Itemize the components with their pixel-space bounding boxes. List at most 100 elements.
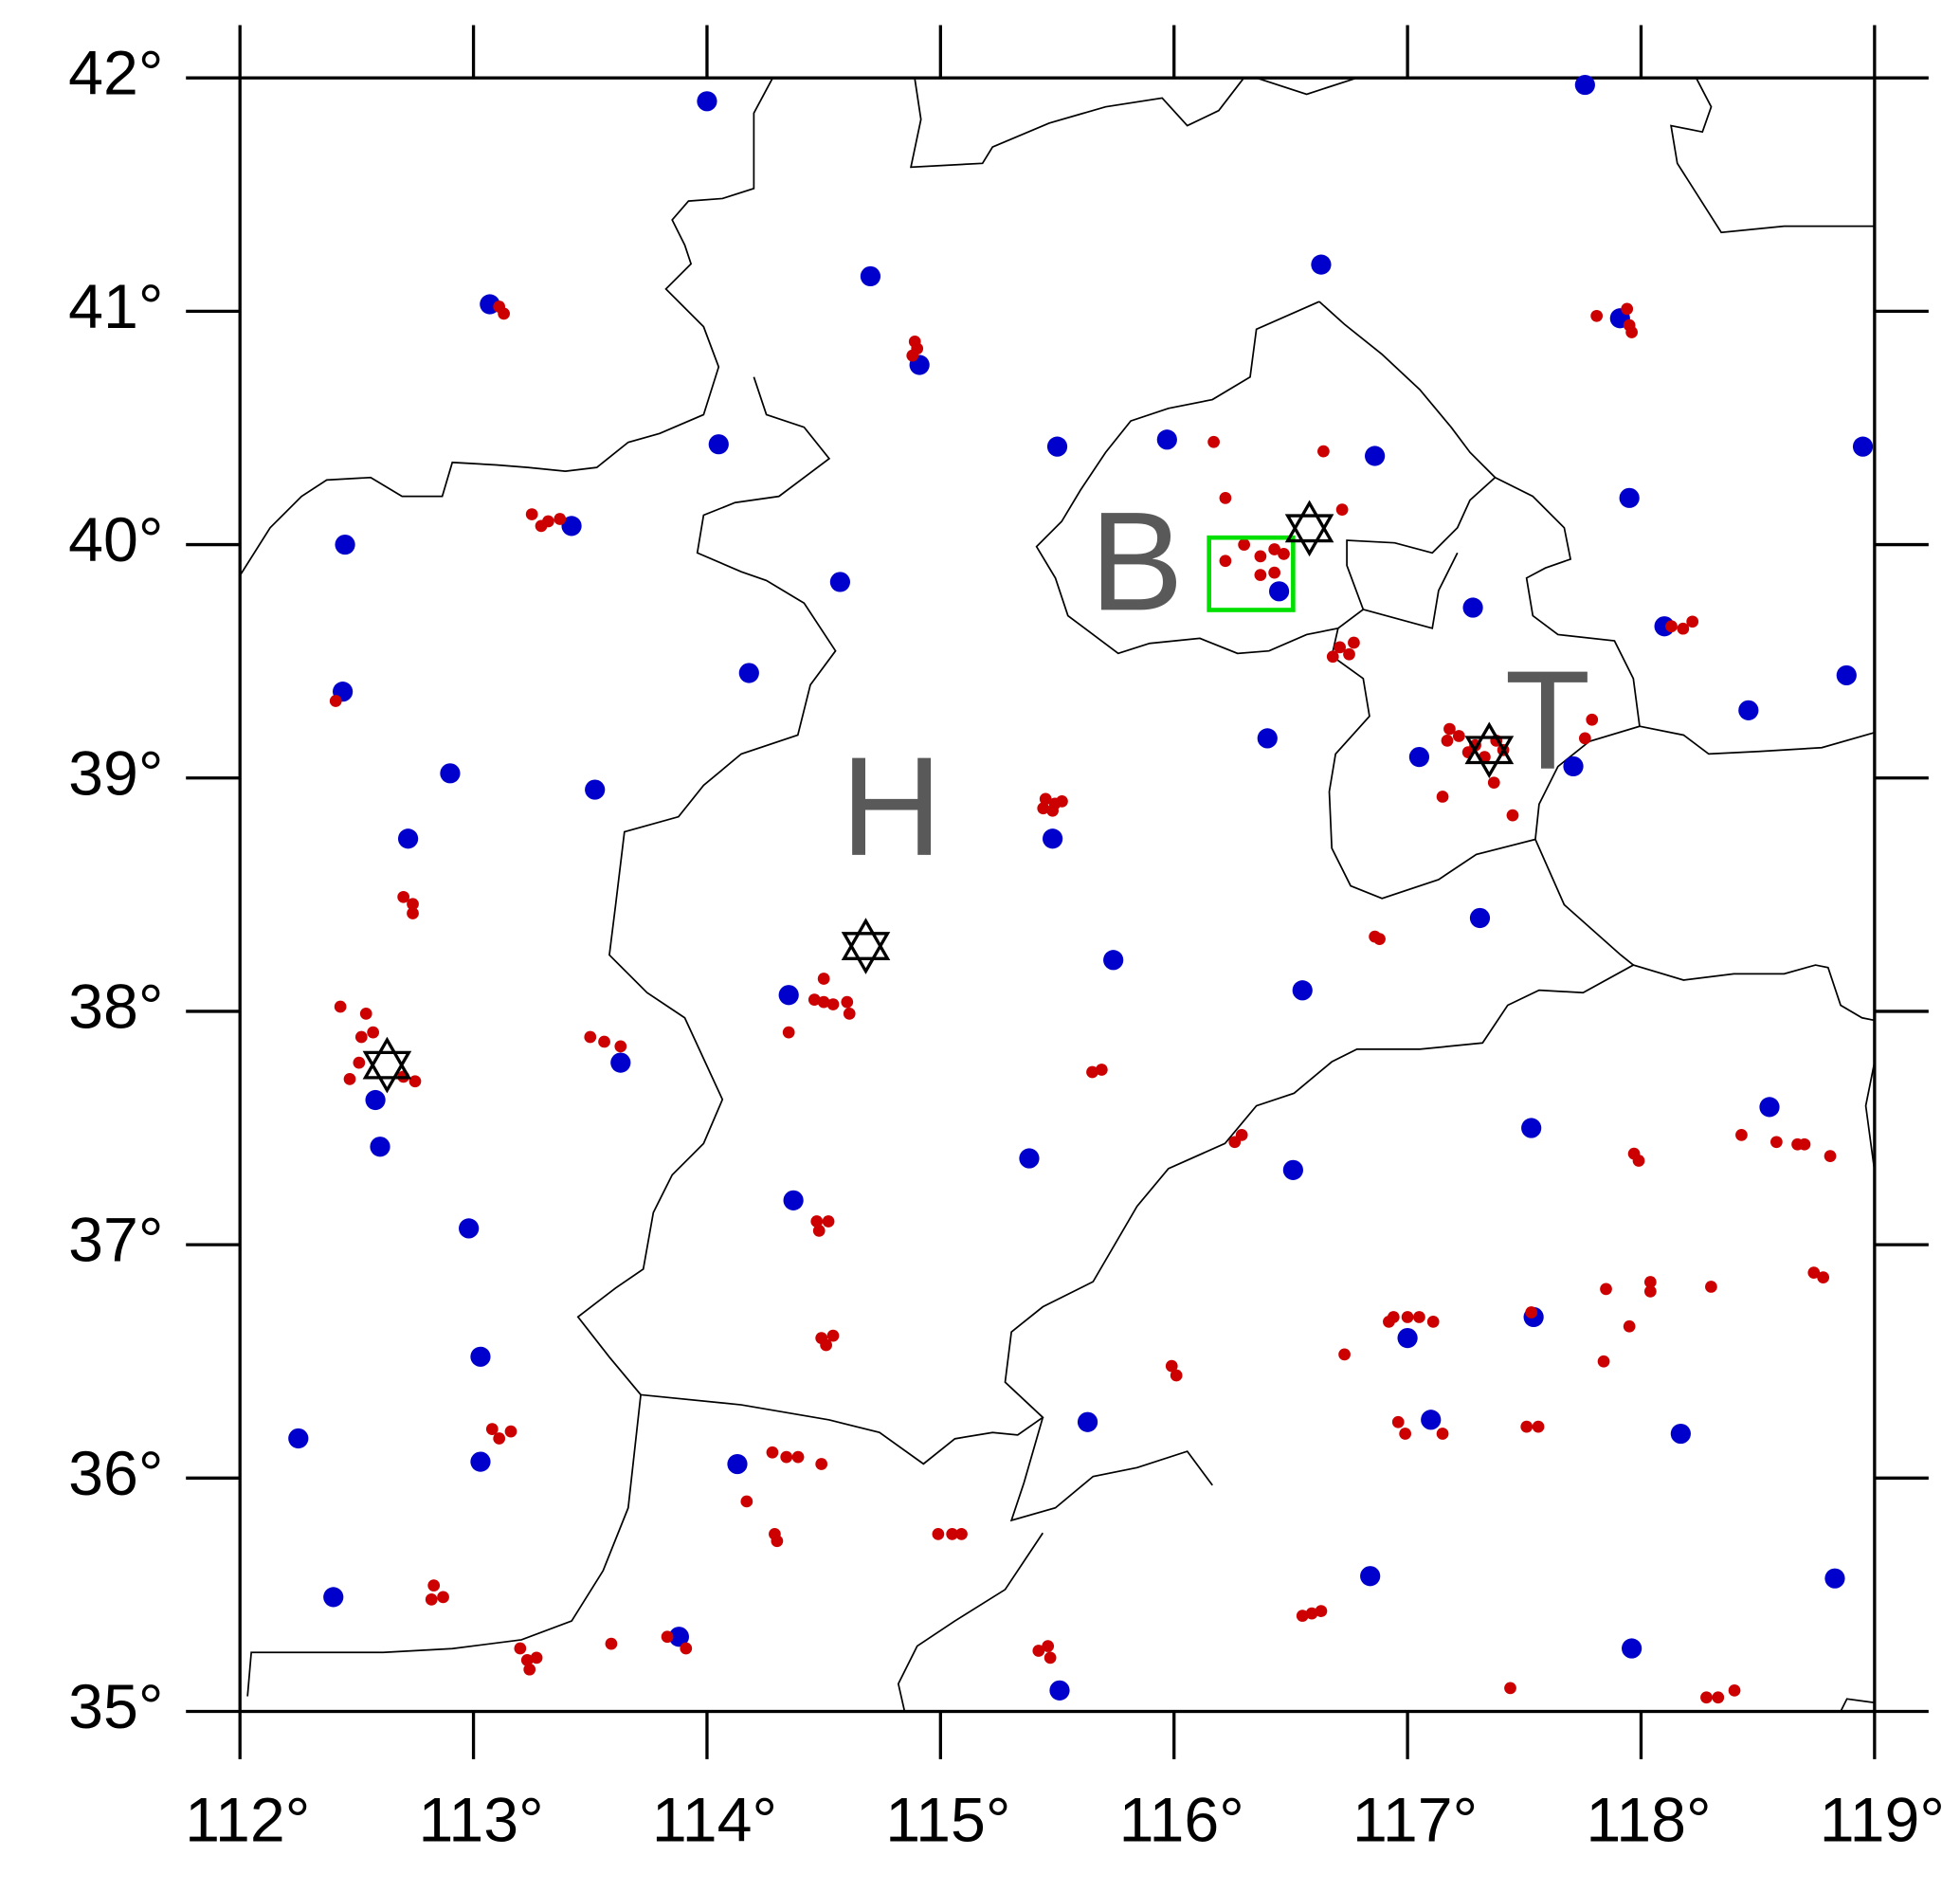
city-star: [362, 1036, 412, 1094]
station-point: [407, 898, 419, 911]
station-point: [407, 907, 419, 919]
region-label: T: [1505, 643, 1591, 799]
station-point: [680, 1642, 693, 1655]
station-point: [354, 1030, 368, 1044]
station-point: [1469, 907, 1491, 929]
station-point: [1278, 548, 1290, 560]
station-point: [1738, 700, 1759, 720]
station-point: [1397, 1328, 1418, 1349]
station-point: [1643, 1276, 1657, 1288]
station-point: [906, 349, 919, 362]
station-point: [343, 1072, 356, 1085]
borders: [239, 77, 1876, 1712]
station-point: [367, 1026, 379, 1039]
y-tick-label: 38°: [68, 972, 163, 1042]
station-point: [584, 1030, 597, 1044]
border: [1864, 1061, 1876, 1172]
station-point: [1532, 1420, 1545, 1433]
star-triangle: [1284, 514, 1334, 557]
station-point: [1798, 1137, 1811, 1151]
station-point: [408, 1075, 422, 1088]
station-point: [288, 1428, 309, 1449]
x-tick-label: 114°: [652, 1785, 777, 1855]
station-point: [932, 1528, 945, 1540]
station-point: [1677, 622, 1690, 635]
station-point: [843, 1008, 856, 1020]
station-point: [1597, 1355, 1610, 1368]
station-point: [1408, 746, 1430, 768]
station-point: [1621, 302, 1634, 316]
y-tick-label: 40°: [68, 505, 163, 575]
station-point: [1348, 636, 1360, 649]
station-point: [329, 695, 342, 707]
station-point: [1228, 1136, 1242, 1149]
station-point: [437, 1591, 449, 1604]
station-point: [1770, 1136, 1783, 1149]
station-point: [1728, 1683, 1741, 1697]
station-point: [1305, 1607, 1318, 1620]
station-point: [826, 1329, 840, 1342]
station-point: [810, 1215, 824, 1228]
station-point: [1705, 1281, 1717, 1293]
station-point: [955, 1528, 968, 1540]
station-point: [459, 1218, 480, 1239]
station-point: [780, 1450, 793, 1464]
station-point: [740, 1495, 753, 1508]
station-point: [1622, 1638, 1642, 1659]
station-point: [1413, 1311, 1425, 1323]
border: [640, 964, 1876, 1465]
station-point: [370, 1137, 390, 1157]
station-point: [1426, 1316, 1440, 1328]
highlight-box: [1207, 535, 1296, 612]
border: [1328, 476, 1641, 900]
station-point: [1343, 647, 1355, 661]
plot-frame: [238, 76, 1877, 1714]
city-star: [1284, 500, 1334, 557]
station-point: [397, 890, 410, 903]
station-point: [1643, 1285, 1657, 1298]
station-point: [1625, 326, 1638, 338]
station-point: [1441, 735, 1454, 747]
station-point: [738, 663, 759, 683]
station-point: [1578, 732, 1591, 745]
station-point: [1712, 1691, 1725, 1704]
x-tick-label: 113°: [418, 1785, 543, 1855]
station-point: [427, 1579, 441, 1592]
station-point: [1824, 1568, 1845, 1589]
border: [897, 1532, 1044, 1712]
station-point: [1623, 1319, 1636, 1333]
station-point: [1487, 776, 1500, 790]
station-point: [1852, 436, 1874, 457]
station-point: [485, 1423, 499, 1435]
station-point: [1807, 1266, 1821, 1280]
station-point: [561, 516, 582, 537]
station-point: [1049, 1680, 1070, 1701]
border: [1639, 725, 1876, 755]
station-point: [614, 1040, 627, 1053]
station-point: [1586, 713, 1599, 726]
station-point: [542, 515, 554, 528]
station-point: [1436, 1428, 1449, 1440]
station-point: [1700, 1691, 1713, 1704]
station-point: [1563, 755, 1584, 777]
station-point: [817, 995, 830, 1009]
border: [1363, 552, 1459, 629]
station-point: [812, 1224, 826, 1237]
station-point: [661, 1630, 674, 1644]
station-point: [668, 1627, 689, 1647]
station-point: [493, 1432, 506, 1445]
station-point: [1156, 429, 1177, 450]
x-tick-label: 115°: [885, 1785, 1010, 1855]
y-tick-label: 35°: [68, 1672, 163, 1742]
station-point: [1590, 309, 1604, 322]
station-point: [1670, 1423, 1691, 1445]
border: [1840, 1698, 1875, 1712]
station-point: [860, 265, 881, 287]
station-point: [782, 1026, 795, 1039]
border: [910, 77, 1245, 169]
station-point: [1170, 1369, 1183, 1382]
station-point: [335, 534, 355, 555]
station-point: [820, 1338, 832, 1352]
region-label: B: [1090, 483, 1184, 640]
region-label: H: [841, 729, 942, 885]
